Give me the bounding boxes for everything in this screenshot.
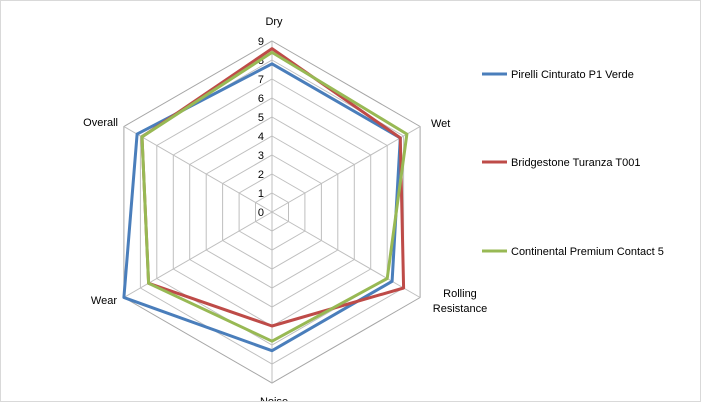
series-line-2 bbox=[140, 47, 406, 328]
tick-label-2: 2 bbox=[258, 169, 264, 181]
axis-label-wear: Wear bbox=[91, 295, 117, 307]
axis-label-noise: Noise bbox=[260, 396, 288, 401]
legend-label-1: Pirelli Cinturato P1 Verde bbox=[511, 69, 634, 81]
tick-label-7: 7 bbox=[258, 74, 264, 86]
axis-label-dry: Dry bbox=[265, 16, 283, 28]
series-lines bbox=[122, 47, 409, 353]
tick-label-5: 5 bbox=[258, 112, 264, 124]
tick-label-6: 6 bbox=[258, 93, 264, 105]
spoke-wet bbox=[271, 126, 421, 213]
tick-label-4: 4 bbox=[258, 131, 264, 143]
tick-label-0: 0 bbox=[258, 207, 264, 219]
legend-label-3: Continental Premium Contact 5 bbox=[511, 246, 664, 258]
tick-label-9: 9 bbox=[258, 36, 264, 48]
legend-label-2: Bridgestone Turanza T001 bbox=[511, 157, 640, 169]
legend: Pirelli Cinturato P1 Verde Bridgestone Tu… bbox=[482, 69, 664, 258]
axis-label-rolling-resistance: Rolling Resistance bbox=[433, 288, 487, 315]
radar-spokes bbox=[123, 41, 421, 383]
axis-label-overall: Overall bbox=[83, 117, 118, 129]
axis-label-wet: Wet bbox=[431, 118, 450, 130]
spoke-rolling-resistance bbox=[271, 211, 421, 298]
tick-label-3: 3 bbox=[258, 150, 264, 162]
series-line-3 bbox=[140, 50, 409, 343]
tick-label-1: 1 bbox=[258, 188, 264, 200]
spoke-overall bbox=[123, 126, 273, 213]
